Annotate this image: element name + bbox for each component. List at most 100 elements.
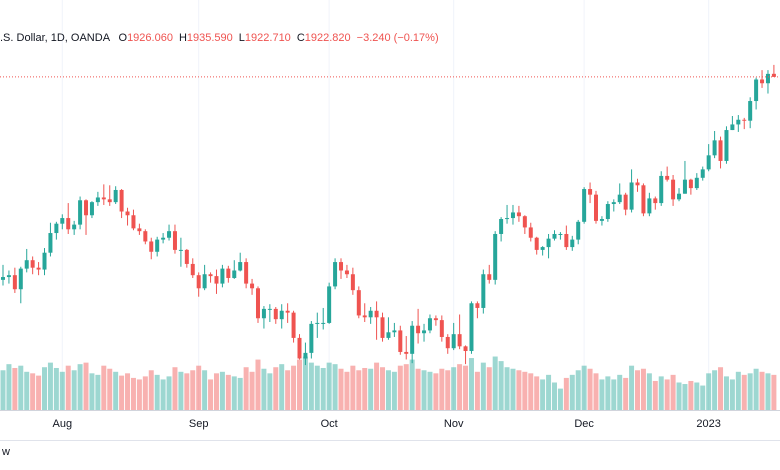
candle-body — [48, 233, 53, 253]
volume-bar — [635, 370, 641, 410]
volume-bar — [350, 365, 356, 410]
volume-bar — [735, 371, 741, 410]
volume-bar — [273, 367, 279, 410]
candle-body — [89, 202, 94, 216]
candle-body — [635, 182, 640, 186]
candle-body — [220, 268, 225, 284]
candle-body — [36, 267, 41, 270]
volume-bar — [694, 382, 700, 410]
candle-body — [534, 237, 539, 250]
candle-body — [78, 200, 83, 225]
x-tick-label: Aug — [53, 418, 73, 430]
candle-body — [410, 325, 415, 354]
candle-body — [404, 351, 409, 354]
candle-body — [540, 247, 545, 250]
volume-bar — [119, 375, 125, 410]
candle-body — [18, 268, 23, 290]
volume-bar — [765, 373, 771, 410]
volume-bar — [362, 367, 368, 410]
candle-body — [760, 79, 765, 84]
volume-bar — [391, 371, 397, 410]
volume-bar — [59, 371, 65, 410]
legend-value: 1922.820 — [304, 32, 351, 44]
volume-bar — [255, 359, 261, 410]
volume-bar — [451, 367, 457, 410]
candle-body — [161, 237, 166, 240]
candle-body — [297, 337, 302, 359]
volume-bar — [24, 371, 30, 410]
candle-body — [398, 330, 403, 352]
candle-body — [748, 101, 753, 121]
volume-bar — [297, 359, 302, 410]
volume-bar — [36, 375, 42, 410]
legend-value: 1926.060 — [127, 32, 173, 44]
volume-bar — [213, 373, 219, 410]
candle-body — [238, 262, 243, 271]
volume-bar — [700, 385, 706, 410]
candle-body — [131, 215, 136, 229]
candle-body — [137, 228, 142, 232]
volume-bar — [498, 361, 504, 410]
candle-body — [463, 346, 468, 352]
candle-body — [356, 290, 361, 316]
volume-bar — [546, 374, 552, 410]
candle-body — [730, 124, 735, 131]
candle-body — [576, 221, 581, 240]
candle-body — [12, 275, 17, 290]
candle-body — [273, 308, 278, 320]
volume-bar — [142, 376, 148, 410]
candle-body — [155, 239, 160, 252]
volume-bar — [136, 379, 142, 410]
candle-body — [754, 79, 759, 102]
candle-body — [505, 218, 510, 220]
candle-body — [742, 119, 747, 121]
candle-body — [629, 182, 634, 210]
volume-bar — [403, 364, 409, 410]
candle-body — [594, 194, 598, 221]
candle-body — [611, 202, 616, 205]
volume-bar — [178, 371, 184, 410]
volume-bar — [113, 371, 119, 410]
volume-bar — [320, 367, 326, 410]
volume-bar — [629, 365, 635, 410]
candle-body — [60, 218, 65, 224]
candle-body — [427, 318, 432, 331]
candle-body — [736, 119, 741, 125]
candle-body — [285, 310, 290, 313]
volume-bar — [326, 362, 332, 410]
volume-bar — [706, 373, 712, 410]
candle-body — [617, 194, 622, 203]
candle-body — [700, 169, 705, 178]
volume-bar — [729, 379, 735, 410]
volume-bar — [237, 377, 243, 410]
volume-bar — [611, 379, 617, 410]
candle-body — [226, 268, 231, 278]
candle-body — [706, 155, 711, 170]
candle-body — [564, 233, 569, 248]
volume-bar — [314, 365, 320, 410]
volume-bar — [623, 377, 629, 410]
volume-bar — [753, 368, 759, 410]
volume-bar — [225, 374, 231, 410]
volume-bar — [83, 362, 89, 410]
volume-bar — [676, 382, 682, 410]
volume-bar — [231, 376, 237, 410]
volume-bar — [374, 362, 380, 410]
candle-body — [107, 199, 112, 203]
volume-bar — [646, 373, 652, 410]
volume-bar — [196, 365, 202, 410]
candle-body — [374, 310, 379, 318]
candle-body — [267, 308, 272, 310]
volume-bar — [344, 371, 350, 410]
candle-body — [516, 212, 521, 217]
volume-bar — [166, 376, 172, 410]
candle-body — [522, 216, 527, 228]
symbol-title: .S. Dollar, 1D, OANDA — [0, 32, 110, 44]
volume-bar — [712, 370, 718, 410]
x-tick-label: Oct — [321, 418, 338, 430]
volume-bar — [77, 364, 83, 410]
candle-body — [416, 325, 421, 334]
candle-body — [677, 193, 682, 200]
volume-bar — [652, 380, 658, 410]
volume-bar — [664, 379, 670, 410]
